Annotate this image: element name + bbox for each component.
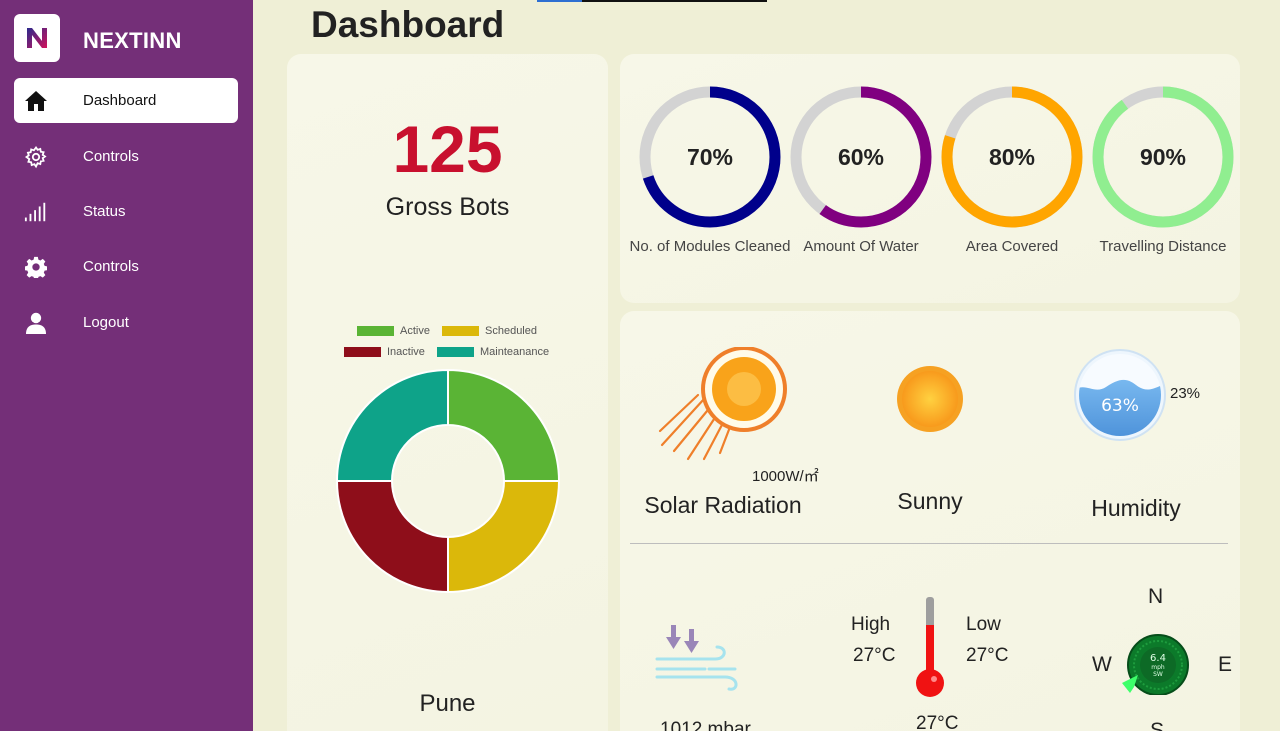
gear-solid-icon <box>24 255 48 279</box>
top-scroll-indicator <box>537 0 767 2</box>
solar-radiation-icon <box>658 347 787 461</box>
gauge-distance: 90% Travelling Distance <box>1090 84 1236 255</box>
wind-compass-icon: 6.4 mph SW <box>1122 634 1189 695</box>
svg-text:63%: 63% <box>1101 396 1139 416</box>
compass-east: E <box>1218 653 1233 676</box>
solar-radiation-label: Solar Radiation <box>644 492 802 518</box>
legend-item-active[interactable]: Active <box>357 325 430 337</box>
thermometer-icon <box>916 597 944 697</box>
sidebar-item-controls[interactable]: Controls <box>14 134 238 179</box>
svg-text:SW: SW <box>1153 671 1163 678</box>
status-donut-chart <box>335 368 561 594</box>
weather-divider <box>630 543 1228 544</box>
sidebar: NEXTINN Dashboard Controls Status Contro… <box>0 0 253 731</box>
weather-condition-label: Sunny <box>897 488 963 514</box>
svg-text:mph: mph <box>1151 664 1165 671</box>
home-icon <box>24 89 48 113</box>
signal-bars-icon <box>24 200 48 224</box>
sidebar-item-status[interactable]: Status <box>14 189 238 234</box>
gauge-value: 70% <box>686 144 734 170</box>
gauge-label: Amount Of Water <box>803 238 919 255</box>
gauge-label: Travelling Distance <box>1099 238 1227 255</box>
weather-card: 1000W/㎡ Solar Radiation Sunny 63% 23% Hu… <box>620 311 1240 731</box>
page-title: Dashboard <box>311 4 505 45</box>
brand-logo[interactable] <box>14 14 60 62</box>
sidebar-item-label: Controls <box>83 148 139 165</box>
sun-icon <box>897 366 963 432</box>
gauge-progress-arc <box>639 86 781 228</box>
bots-count: 125 <box>392 112 503 186</box>
compass-west: W <box>1092 653 1112 676</box>
temp-high-label: High <box>851 614 891 635</box>
donut-slice-scheduled[interactable] <box>447 480 561 594</box>
temp-low-value: 27°C <box>966 645 1009 666</box>
gauge-modules-cleaned: 70% No. of Modules Cleaned <box>630 84 790 255</box>
gauge-label: Area Covered <box>965 238 1059 255</box>
donut-slice-inactive[interactable] <box>335 480 449 594</box>
gauge-progress-arc <box>941 86 1083 228</box>
city-name: Pune <box>419 690 476 717</box>
gauge-value: 60% <box>837 144 885 170</box>
gauges-card: 70% No. of Modules Cleaned 60% Amount Of… <box>620 54 1240 303</box>
sidebar-item-label: Controls <box>83 258 139 275</box>
gauge-progress-arc <box>790 86 932 228</box>
humidity-label: Humidity <box>1091 495 1181 521</box>
compass-north: N <box>1148 585 1164 608</box>
legend-item-maintenance[interactable]: Mainteanance <box>437 346 549 358</box>
gauge-area: 80% Area Covered <box>939 84 1085 255</box>
gear-outline-icon <box>24 145 48 169</box>
temp-low-label: Low <box>966 614 1001 635</box>
donut-slice-maintenance[interactable] <box>335 368 449 482</box>
gauge-progress-arc <box>1092 86 1234 228</box>
gauge-label: No. of Modules Cleaned <box>629 238 791 255</box>
sidebar-item-logout[interactable]: Logout <box>14 300 238 345</box>
gauge-value: 90% <box>1139 144 1187 170</box>
bots-card: 125 Gross Bots Active Scheduled Inactive… <box>287 54 608 731</box>
legend-item-scheduled[interactable]: Scheduled <box>442 325 537 337</box>
bots-label: Gross Bots <box>385 193 510 221</box>
humidity-gauge-icon: 63% <box>1074 349 1166 441</box>
solar-radiation-value: 1000W/㎡ <box>752 468 819 485</box>
legend-item-inactive[interactable]: Inactive <box>344 346 425 358</box>
sidebar-item-controls-2[interactable]: Controls <box>14 244 238 289</box>
sidebar-item-label: Dashboard <box>83 92 157 109</box>
humidity-side-value: 23% <box>1170 385 1201 402</box>
gauge-value: 80% <box>988 144 1036 170</box>
compass-south: S <box>1150 719 1165 731</box>
pressure-wind-icon <box>655 625 738 691</box>
sidebar-item-label: Logout <box>83 314 129 331</box>
pressure-value: 1012 mbar <box>660 719 751 731</box>
temp-current-value: 27°C <box>916 713 959 731</box>
svg-text:6.4: 6.4 <box>1150 653 1166 664</box>
brand-name: NEXTINN <box>83 28 182 53</box>
temp-high-value: 27°C <box>853 645 896 666</box>
donut-slice-active[interactable] <box>447 368 561 482</box>
user-icon <box>24 311 48 335</box>
logo-icon <box>27 28 47 48</box>
sidebar-item-dashboard[interactable]: Dashboard <box>14 78 238 123</box>
gauge-water: 60% Amount Of Water <box>788 84 934 255</box>
sidebar-item-label: Status <box>83 203 126 220</box>
